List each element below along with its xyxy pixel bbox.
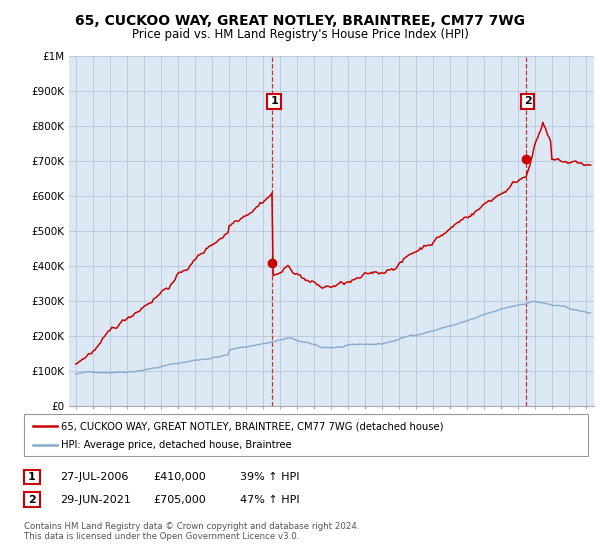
Text: 2: 2 <box>524 96 532 106</box>
Text: HPI: Average price, detached house, Braintree: HPI: Average price, detached house, Brai… <box>61 441 292 450</box>
Text: 47% ↑ HPI: 47% ↑ HPI <box>240 494 299 505</box>
Text: Price paid vs. HM Land Registry's House Price Index (HPI): Price paid vs. HM Land Registry's House … <box>131 28 469 41</box>
Text: 1: 1 <box>28 472 35 482</box>
Text: 29-JUN-2021: 29-JUN-2021 <box>60 494 131 505</box>
Text: 65, CUCKOO WAY, GREAT NOTLEY, BRAINTREE, CM77 7WG (detached house): 65, CUCKOO WAY, GREAT NOTLEY, BRAINTREE,… <box>61 421 444 431</box>
Text: 27-JUL-2006: 27-JUL-2006 <box>60 472 128 482</box>
Text: 2: 2 <box>28 494 35 505</box>
Text: 39% ↑ HPI: 39% ↑ HPI <box>240 472 299 482</box>
Text: £410,000: £410,000 <box>153 472 206 482</box>
Text: 65, CUCKOO WAY, GREAT NOTLEY, BRAINTREE, CM77 7WG: 65, CUCKOO WAY, GREAT NOTLEY, BRAINTREE,… <box>75 14 525 28</box>
Text: £705,000: £705,000 <box>153 494 206 505</box>
Text: Contains HM Land Registry data © Crown copyright and database right 2024.
This d: Contains HM Land Registry data © Crown c… <box>24 522 359 542</box>
Text: 1: 1 <box>270 96 278 106</box>
